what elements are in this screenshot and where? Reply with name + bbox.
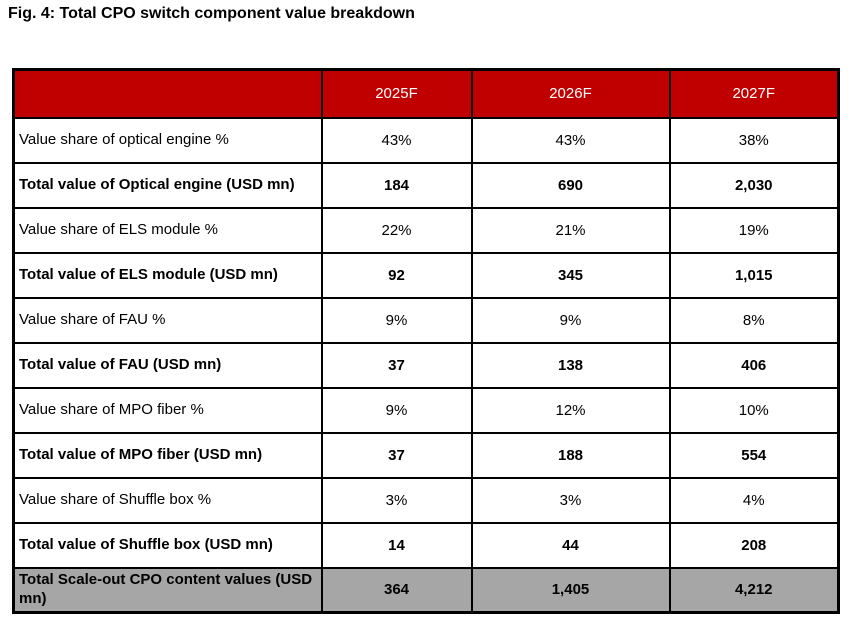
cell-2027f: 38% bbox=[668, 116, 840, 164]
cell-2025f: 14 bbox=[320, 521, 473, 569]
cell-2027f: 554 bbox=[668, 431, 840, 479]
table-row: Value share of Shuffle box % 3% 3% 4% bbox=[12, 476, 840, 524]
cell-2027f: 406 bbox=[668, 341, 840, 389]
cell-2025f: 184 bbox=[320, 161, 473, 209]
cell-2026f: 21% bbox=[470, 206, 671, 254]
row-label: Total Scale-out CPO content values (USD … bbox=[12, 566, 323, 614]
cell-2025f: 37 bbox=[320, 431, 473, 479]
cell-2026f: 12% bbox=[470, 386, 671, 434]
cell-2025f: 43% bbox=[320, 116, 473, 164]
table-row: Total value of Optical engine (USD mn) 1… bbox=[12, 161, 840, 209]
figure-title: Fig. 4: Total CPO switch component value… bbox=[8, 5, 415, 22]
cpo-value-breakdown-table: 2025F 2026F 2027F Value share of optical… bbox=[12, 68, 840, 614]
cell-2025f: 92 bbox=[320, 251, 473, 299]
cell-2027f: 1,015 bbox=[668, 251, 840, 299]
header-col-2025f: 2025F bbox=[320, 68, 473, 119]
row-label: Value share of FAU % bbox=[12, 296, 323, 344]
row-label: Total value of Shuffle box (USD mn) bbox=[12, 521, 323, 569]
row-label: Value share of optical engine % bbox=[12, 116, 323, 164]
table-row: Total value of FAU (USD mn) 37 138 406 bbox=[12, 341, 840, 389]
table-row: Total value of ELS module (USD mn) 92 34… bbox=[12, 251, 840, 299]
cell-2026f: 44 bbox=[470, 521, 671, 569]
table-row: Value share of ELS module % 22% 21% 19% bbox=[12, 206, 840, 254]
cell-2027f: 19% bbox=[668, 206, 840, 254]
row-label: Total value of MPO fiber (USD mn) bbox=[12, 431, 323, 479]
cell-2025f: 22% bbox=[320, 206, 473, 254]
header-row: 2025F 2026F 2027F bbox=[12, 68, 840, 119]
cell-2027f: 8% bbox=[668, 296, 840, 344]
cell-2026f: 188 bbox=[470, 431, 671, 479]
cell-2026f: 1,405 bbox=[470, 566, 671, 614]
row-label: Total value of FAU (USD mn) bbox=[12, 341, 323, 389]
header-empty-cell bbox=[12, 68, 323, 119]
cell-2026f: 690 bbox=[470, 161, 671, 209]
cell-2025f: 3% bbox=[320, 476, 473, 524]
table-row: Value share of MPO fiber % 9% 12% 10% bbox=[12, 386, 840, 434]
cell-2027f: 2,030 bbox=[668, 161, 840, 209]
cell-2026f: 138 bbox=[470, 341, 671, 389]
row-label: Total value of Optical engine (USD mn) bbox=[12, 161, 323, 209]
row-label: Value share of MPO fiber % bbox=[12, 386, 323, 434]
header-col-2026f: 2026F bbox=[470, 68, 671, 119]
cell-2026f: 9% bbox=[470, 296, 671, 344]
cell-2025f: 9% bbox=[320, 386, 473, 434]
table-row: Total value of MPO fiber (USD mn) 37 188… bbox=[12, 431, 840, 479]
cell-2026f: 345 bbox=[470, 251, 671, 299]
row-label: Value share of Shuffle box % bbox=[12, 476, 323, 524]
cell-2025f: 364 bbox=[320, 566, 473, 614]
table-row: Value share of FAU % 9% 9% 8% bbox=[12, 296, 840, 344]
cell-2027f: 10% bbox=[668, 386, 840, 434]
grand-total-row: Total Scale-out CPO content values (USD … bbox=[12, 566, 840, 614]
cell-2026f: 3% bbox=[470, 476, 671, 524]
cell-2025f: 37 bbox=[320, 341, 473, 389]
row-label: Value share of ELS module % bbox=[12, 206, 323, 254]
table-row: Value share of optical engine % 43% 43% … bbox=[12, 116, 840, 164]
table-row: Total value of Shuffle box (USD mn) 14 4… bbox=[12, 521, 840, 569]
cell-2027f: 4% bbox=[668, 476, 840, 524]
header-col-2027f: 2027F bbox=[668, 68, 840, 119]
cell-2027f: 208 bbox=[668, 521, 840, 569]
cell-2027f: 4,212 bbox=[668, 566, 840, 614]
cell-2025f: 9% bbox=[320, 296, 473, 344]
row-label: Total value of ELS module (USD mn) bbox=[12, 251, 323, 299]
cell-2026f: 43% bbox=[470, 116, 671, 164]
